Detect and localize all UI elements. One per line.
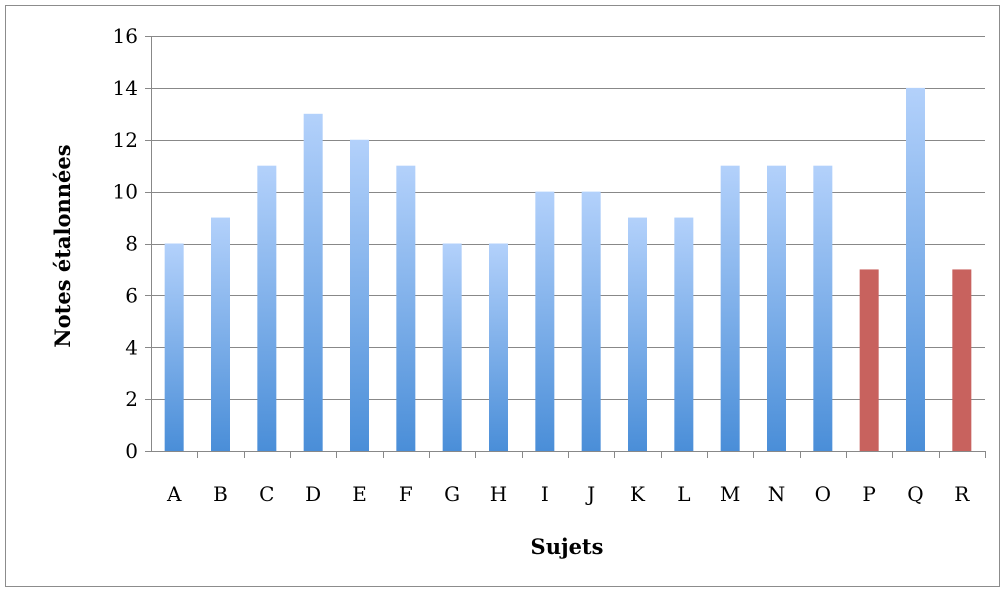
- x-tick-label-Q: Q: [907, 482, 923, 506]
- bars: [164, 87, 972, 451]
- x-tick-label-D: D: [305, 482, 321, 506]
- x-tick-label-C: C: [259, 482, 274, 506]
- x-tick-label-P: P: [862, 482, 875, 506]
- bar-Q: [906, 87, 925, 451]
- bar-D: [303, 113, 323, 451]
- x-tick-label-M: M: [720, 482, 740, 506]
- x-tick-label-L: L: [677, 482, 690, 506]
- bar-B: [211, 217, 230, 451]
- x-tick-label-I: I: [541, 482, 549, 506]
- bar-M: [720, 165, 740, 451]
- bar-N: [767, 165, 786, 451]
- y-axis-title: Notes étalonnées: [50, 144, 75, 347]
- bar-F: [396, 165, 416, 451]
- axes: [145, 36, 986, 458]
- y-tick-label: 8: [125, 232, 138, 256]
- bar-C: [257, 165, 277, 451]
- x-tick-label-B: B: [213, 482, 228, 506]
- bar-G: [442, 243, 462, 451]
- y-tick-label: 2: [125, 387, 138, 411]
- x-tick-label-E: E: [352, 482, 367, 506]
- x-tick-label-K: K: [630, 482, 646, 506]
- x-tick-label-F: F: [399, 482, 413, 506]
- tick-labels: 0 2 4 6 8 10 12 14 16 A B C D E F G H I J K L M N O P Q R: [113, 24, 971, 506]
- x-tick-label-R: R: [954, 482, 970, 506]
- bar-L: [674, 217, 694, 451]
- y-tick-label: 12: [113, 128, 138, 152]
- x-tick-label-A: A: [166, 482, 182, 506]
- x-axis-title: Sujets: [531, 534, 604, 559]
- gridlines: [151, 36, 985, 400]
- bar-K: [628, 217, 647, 451]
- x-tick-label-H: H: [490, 482, 507, 506]
- bar-E: [350, 139, 369, 451]
- y-tick-label: 10: [113, 180, 138, 204]
- bar-A: [164, 243, 184, 451]
- bar-P: [859, 269, 879, 451]
- x-tick-label-G: G: [444, 482, 460, 506]
- bar-J: [581, 191, 601, 451]
- bar-H: [489, 243, 508, 451]
- bar-R: [952, 269, 972, 451]
- x-tick-label-O: O: [815, 482, 831, 506]
- bar-I: [535, 191, 555, 451]
- x-tick-label-N: N: [768, 482, 786, 506]
- bar-O: [813, 165, 833, 451]
- y-tick-label: 4: [125, 335, 138, 359]
- x-tick-label-J: J: [585, 482, 595, 506]
- y-tick-label: 6: [125, 283, 138, 307]
- y-tick-label: 16: [113, 24, 138, 48]
- y-tick-label: 14: [113, 76, 138, 100]
- y-tick-label: 0: [125, 439, 138, 463]
